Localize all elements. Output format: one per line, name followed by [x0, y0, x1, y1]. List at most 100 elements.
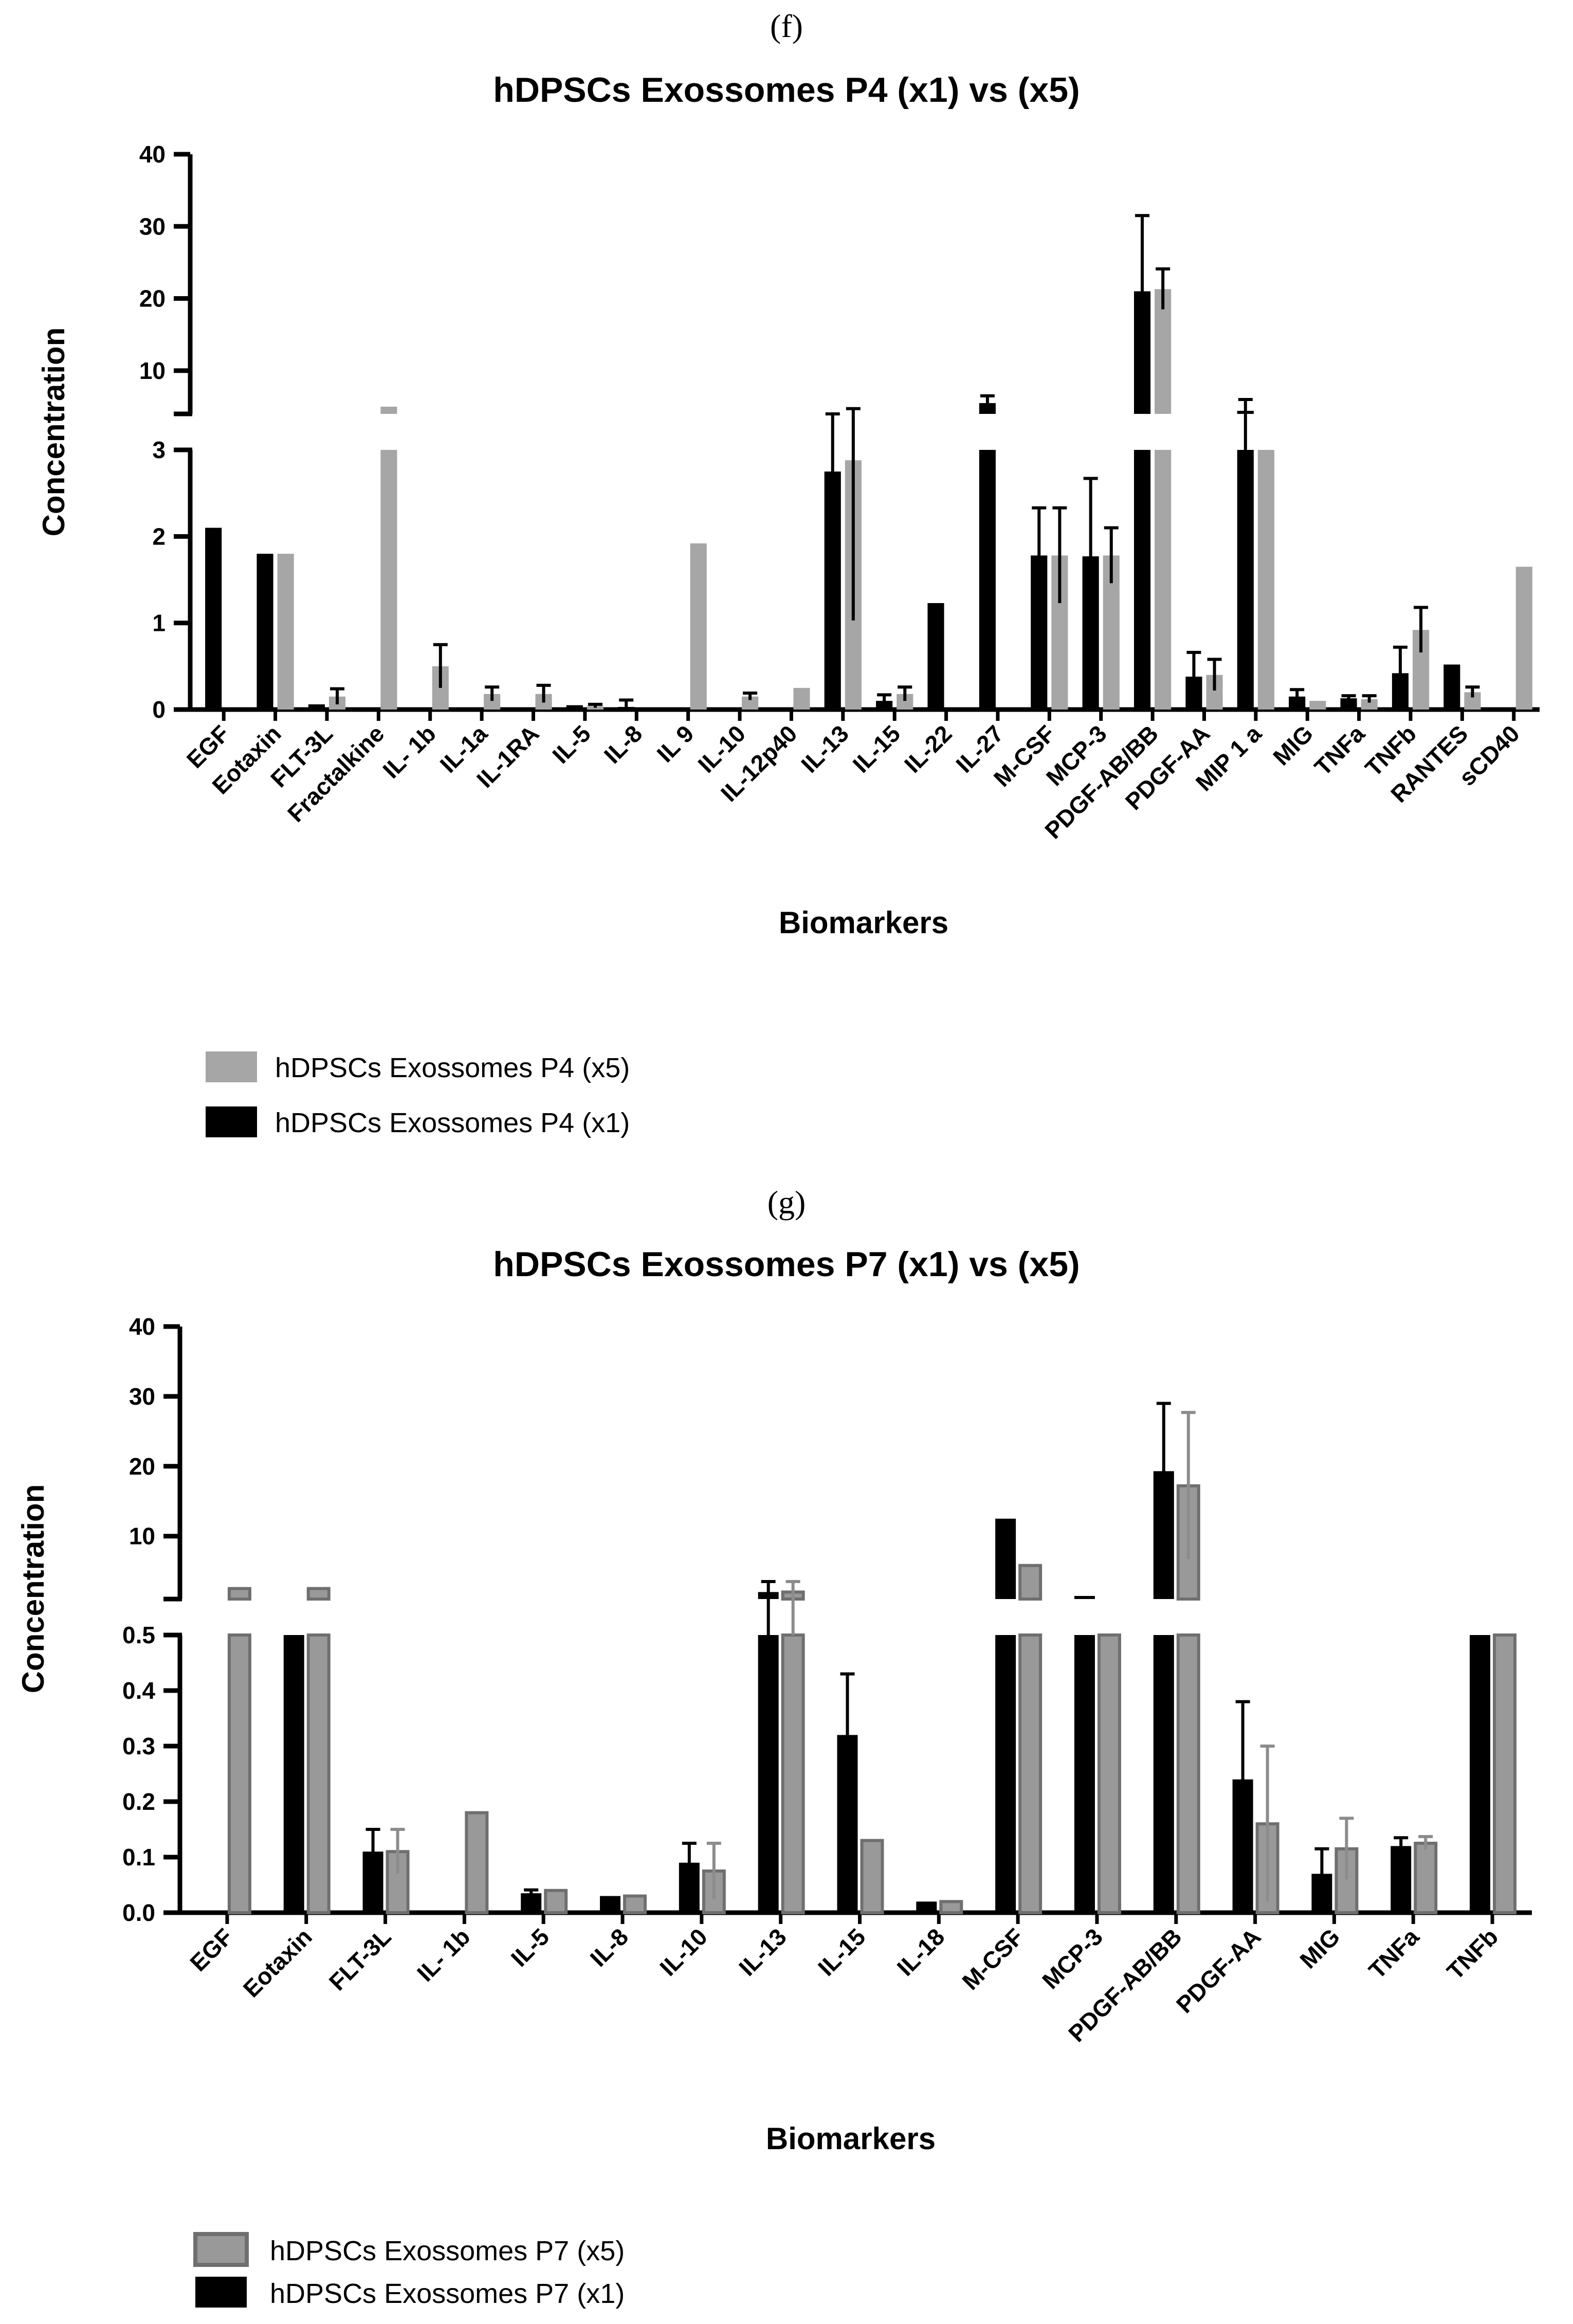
x-tick-label: Eotaxin	[238, 1923, 317, 2002]
y-tick-label: 0.4	[122, 1677, 155, 1704]
bar	[306, 1633, 331, 1914]
bar	[1097, 1633, 1121, 1914]
bar-upper	[1155, 289, 1172, 414]
y-tick-label: 1	[152, 610, 166, 637]
y-tick-label: 10	[139, 357, 166, 384]
bar	[1155, 450, 1172, 710]
bar	[793, 687, 810, 710]
y-tick-label: 0.0	[122, 1899, 155, 1926]
bar	[1257, 450, 1275, 710]
legend-swatch-x5	[206, 1051, 257, 1082]
bar	[283, 1635, 304, 1913]
legend-label-x5: hDPSCs Exossomes P4 (x5)	[275, 1052, 630, 1083]
bar	[1414, 1842, 1438, 1914]
legend-swatch-x1	[195, 2277, 247, 2308]
bar	[927, 603, 944, 710]
bar	[916, 1901, 937, 1913]
x-tick-label: IL-5	[506, 1923, 555, 1972]
y-tick-label: 30	[129, 1383, 155, 1410]
y-tick-label: 40	[139, 141, 166, 168]
bar-upper	[227, 1587, 251, 1601]
x-tick-label: IL-22	[899, 720, 957, 778]
x-tick-label: IL- 1b	[377, 720, 441, 784]
y-tick-label: 0	[152, 696, 166, 723]
x-tick-label: TNFb	[1441, 1923, 1503, 1985]
bar	[227, 1633, 251, 1914]
x-tick-label: IL- 1b	[412, 1923, 475, 1987]
x-tick-label: M-CSF	[957, 1923, 1029, 1995]
chart-p4: (f) hDPSCs Exossomes P4 (x1) vs (x5) Con…	[36, 8, 1540, 1138]
bar-upper	[306, 1587, 331, 1601]
y-tick-label: 0.1	[122, 1844, 155, 1871]
chart-title: hDPSCs Exossomes P7 (x1) vs (x5)	[493, 1245, 1080, 1284]
x-axis-label: Biomarkers	[766, 2121, 936, 2156]
x-tick-label: MIG	[1294, 1923, 1345, 1973]
bar	[380, 450, 397, 710]
bar	[1391, 1846, 1412, 1913]
bar	[1018, 1633, 1042, 1914]
bar	[1443, 664, 1460, 710]
bar-upper	[995, 1518, 1016, 1599]
x-tick-label: IL 9	[652, 720, 699, 767]
bar	[1340, 698, 1357, 710]
bar-upper	[380, 406, 397, 414]
bar	[939, 1900, 963, 1915]
bar	[1493, 1633, 1517, 1914]
bar	[544, 1889, 568, 1915]
bar	[465, 1811, 489, 1914]
x-tick-label: IL-13	[796, 720, 854, 778]
legend-swatch-x1	[206, 1106, 257, 1137]
x-tick-label: IL-5	[547, 720, 596, 769]
x-tick-label: IL-10	[654, 1923, 712, 1981]
bar	[515, 707, 532, 710]
bar	[566, 705, 583, 710]
bar	[623, 1894, 647, 1914]
bar	[781, 1633, 805, 1914]
bar	[1074, 1635, 1095, 1913]
y-axis-label: Concentration	[16, 1484, 50, 1694]
legend-swatch-x5	[193, 2232, 249, 2267]
y-tick-label: 0.5	[122, 1622, 155, 1648]
chart-title: hDPSCs Exossomes P4 (x1) vs (x5)	[493, 70, 1080, 110]
bar	[1176, 1633, 1200, 1914]
legend-label-x1: hDPSCs Exossomes P4 (x1)	[275, 1107, 630, 1138]
bar	[1153, 1635, 1174, 1913]
chart-p7: (g) hDPSCs Exossomes P7 (x1) vs (x5) Con…	[16, 1184, 1532, 2309]
x-tick-label: IL-8	[599, 720, 648, 769]
bar-upper	[1018, 1564, 1042, 1601]
x-tick-label: IL-8	[585, 1923, 634, 1972]
bar	[1515, 567, 1532, 710]
x-tick-label: IL-13	[734, 1923, 792, 1981]
legend-label-x5: hDPSCs Exossomes P7 (x5)	[270, 2236, 625, 2266]
x-tick-label: IL-15	[813, 1923, 871, 1981]
y-tick-label: 2	[152, 523, 166, 550]
x-axis-label: Biomarkers	[779, 905, 948, 940]
bar	[1309, 701, 1326, 710]
x-tick-label: PDGF-AA	[1171, 1923, 1266, 2018]
x-tick-label: MCP-3	[1037, 1923, 1108, 1994]
panel-label: (g)	[767, 1184, 806, 1221]
bar	[979, 450, 996, 710]
bar	[995, 1635, 1016, 1913]
y-tick-label: 30	[139, 213, 166, 240]
x-tick-label: IL-15	[848, 720, 906, 778]
bar	[277, 554, 294, 710]
bar	[1361, 699, 1378, 710]
x-tick-label: IL-18	[892, 1923, 950, 1981]
bar	[690, 543, 707, 710]
y-tick-label: 3	[152, 437, 166, 463]
y-tick-label: 0.2	[122, 1788, 155, 1815]
x-tick-label: FLT-3L	[324, 1923, 396, 1995]
y-axis-label: Concentration	[36, 328, 71, 537]
y-tick-label: 10	[129, 1523, 155, 1550]
y-tick-label: 0.3	[122, 1733, 155, 1759]
bar	[600, 1896, 621, 1913]
bar	[257, 554, 273, 710]
y-tick-label: 40	[129, 1313, 155, 1340]
bar	[308, 704, 325, 710]
y-tick-label: 20	[139, 285, 166, 312]
bar	[758, 1635, 779, 1913]
panel-label: (f)	[770, 8, 803, 44]
x-tick-label: TNFa	[1309, 720, 1370, 780]
x-tick-label: EGF	[185, 1923, 238, 1976]
